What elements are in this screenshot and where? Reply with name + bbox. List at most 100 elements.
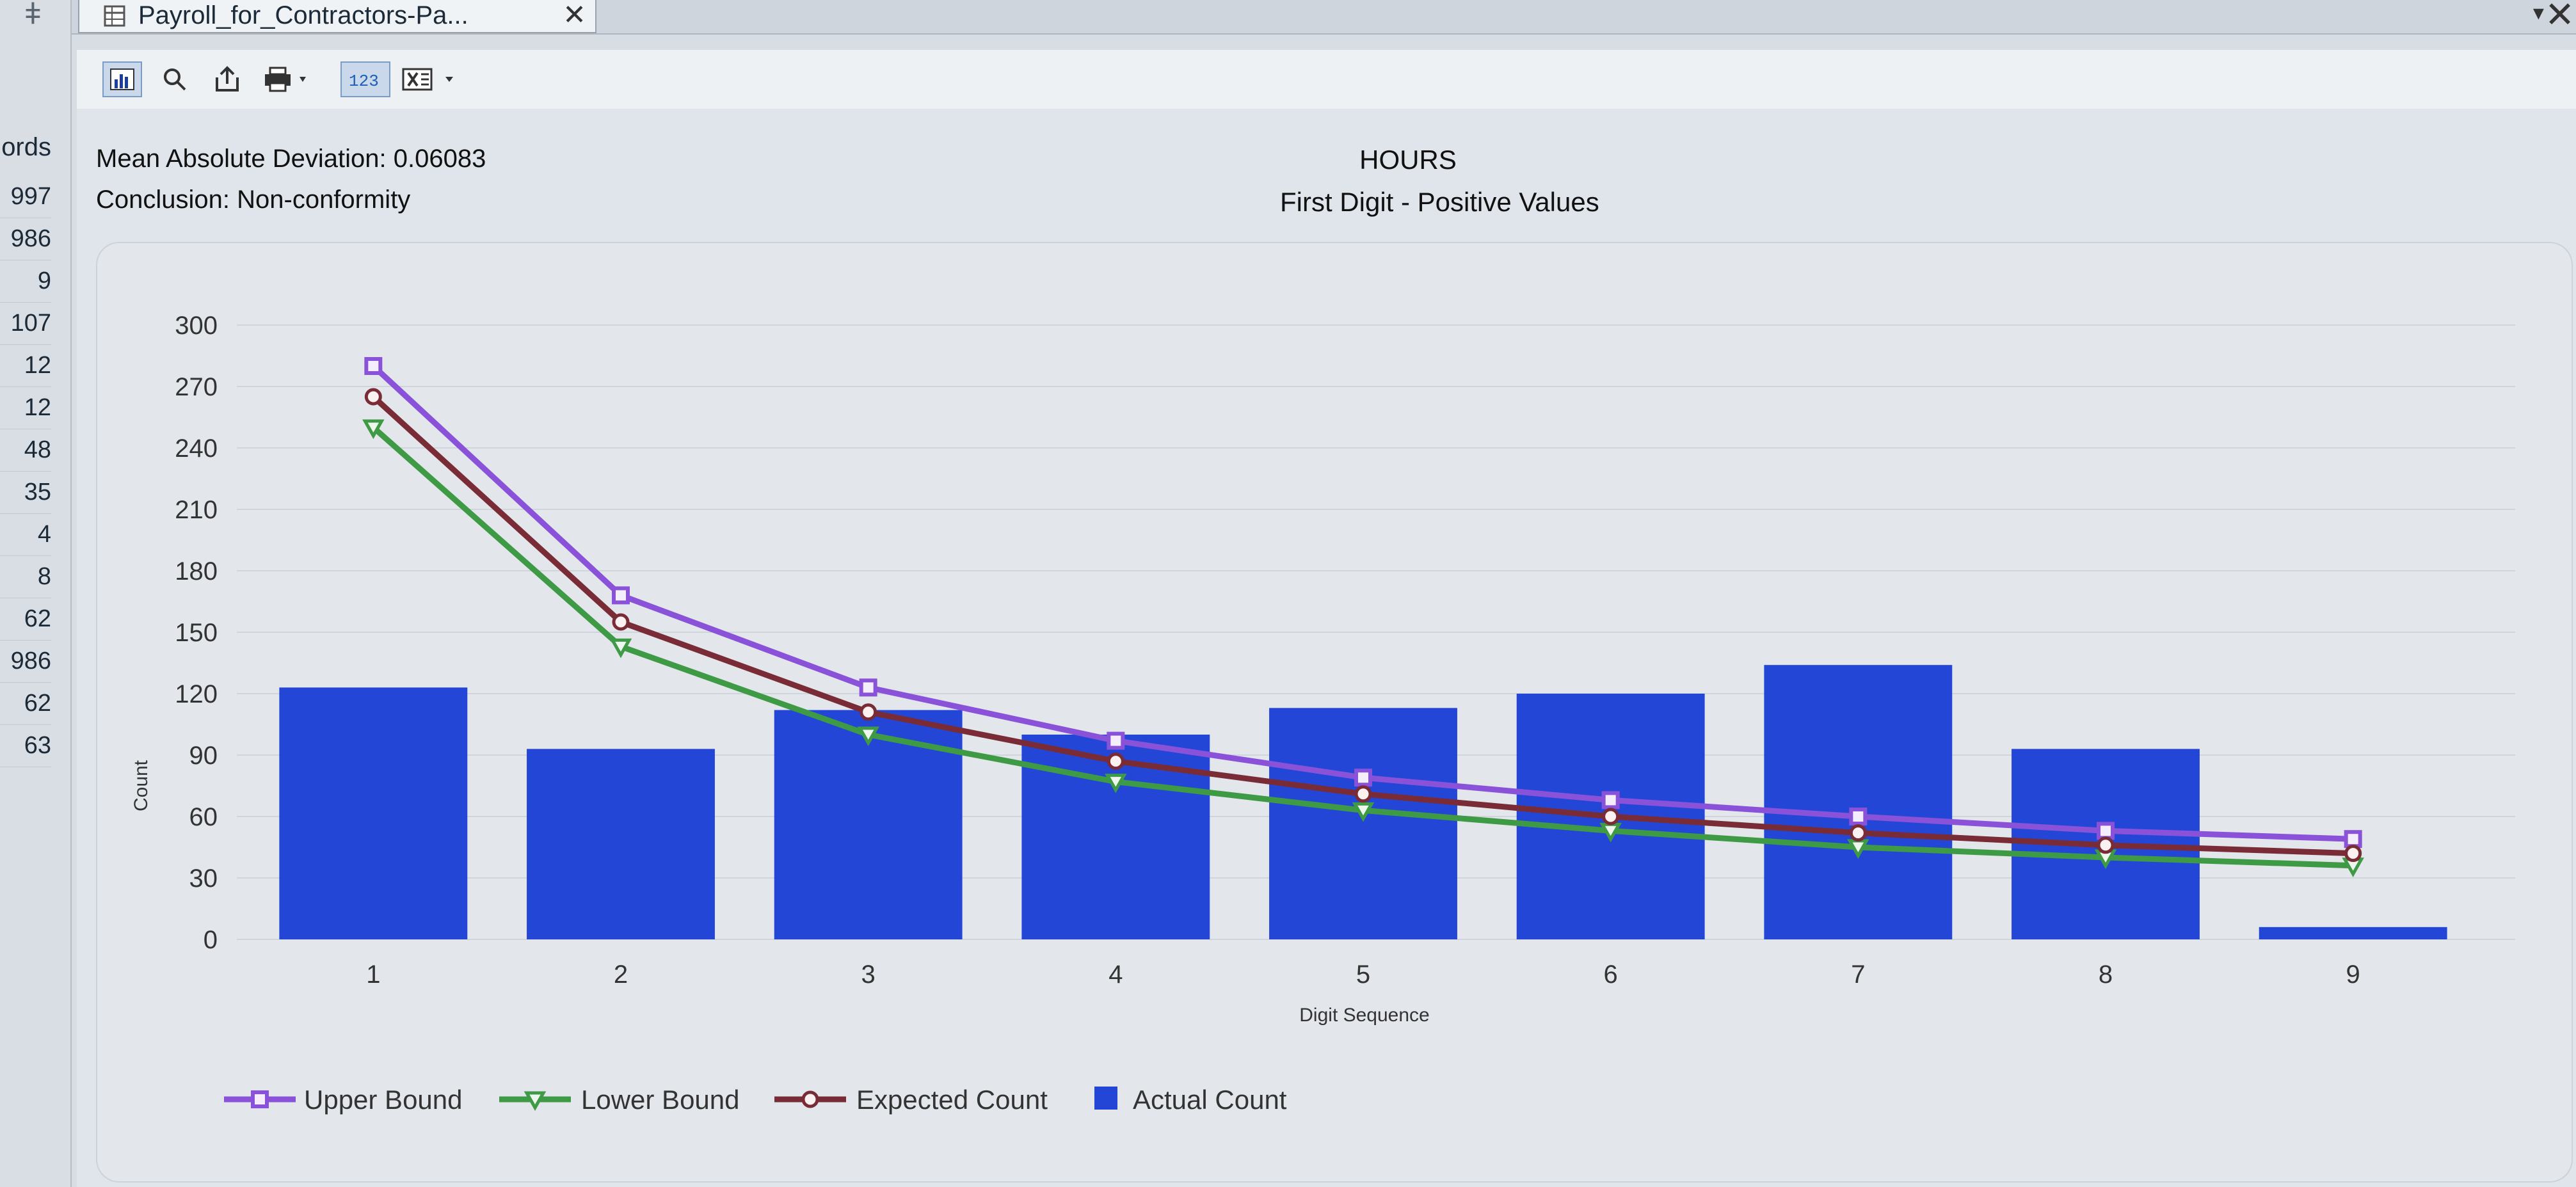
point-upper-bound bbox=[2097, 822, 2115, 840]
record-cell: 62 bbox=[0, 598, 51, 641]
y-tick-label: 90 bbox=[189, 742, 218, 770]
x-tick-label: 4 bbox=[1108, 960, 1123, 989]
export-icon[interactable] bbox=[211, 61, 243, 97]
bar-actual-count bbox=[1269, 708, 1457, 939]
point-expected-count bbox=[1354, 785, 1372, 803]
x-tick-label: 2 bbox=[614, 960, 628, 989]
excel-icon[interactable] bbox=[401, 61, 465, 97]
legend-label-actual-count: Actual Count bbox=[1133, 1085, 1287, 1115]
close-tab-icon[interactable]: ✕ bbox=[563, 0, 586, 31]
bar-chart-icon[interactable] bbox=[102, 61, 142, 97]
y-tick-label: 180 bbox=[175, 557, 218, 586]
legend-marker-expected-count bbox=[801, 1090, 819, 1108]
pin-icon[interactable]: ǂ bbox=[24, 0, 42, 30]
y-tick-label: 270 bbox=[175, 373, 218, 401]
legend-marker-upper-bound bbox=[251, 1090, 269, 1108]
point-upper-bound bbox=[1354, 769, 1372, 787]
record-cell: 986 bbox=[0, 640, 51, 683]
chart-title: HOURS bbox=[1359, 145, 1457, 175]
x-tick-label: 1 bbox=[366, 960, 380, 989]
chart-subtitle: First Digit - Positive Values bbox=[1280, 187, 1599, 217]
toolbar: 123 bbox=[77, 50, 2576, 109]
point-upper-bound bbox=[612, 586, 630, 605]
record-cell: 107 bbox=[0, 302, 51, 345]
x-tick-label: 7 bbox=[1851, 960, 1865, 989]
x-tick-label: 9 bbox=[2346, 960, 2360, 989]
search-icon[interactable] bbox=[159, 61, 191, 97]
y-tick-label: 0 bbox=[204, 926, 218, 954]
legend-label-lower-bound: Lower Bound bbox=[581, 1085, 740, 1115]
record-cell: 12 bbox=[0, 344, 51, 387]
point-upper-bound bbox=[1849, 808, 1868, 825]
bar-actual-count bbox=[527, 749, 715, 939]
y-tick-label: 300 bbox=[175, 312, 218, 340]
legend-marker-lower-bound bbox=[524, 1091, 547, 1111]
print-icon[interactable] bbox=[262, 61, 314, 97]
record-cell: 63 bbox=[0, 724, 51, 767]
point-lower-bound bbox=[609, 638, 632, 658]
point-lower-bound bbox=[1352, 802, 1375, 822]
point-upper-bound bbox=[859, 678, 877, 697]
legend-swatch-actual-count bbox=[1094, 1087, 1117, 1110]
point-upper-bound bbox=[1601, 791, 1620, 809]
y-tick-label: 30 bbox=[189, 864, 218, 893]
x-tick-label: 3 bbox=[861, 960, 876, 989]
chevron-down-icon[interactable]: ▾ bbox=[2532, 1, 2544, 25]
chart-canvas: 0 30 60 90 120 150 180 210 240 270 300 1 2 3 4 5 6 7 8 9 C… bbox=[131, 312, 2515, 1115]
document-tab[interactable]: Payroll_for_Contractors-Pa... ✕ bbox=[78, 0, 596, 33]
close-window-icon[interactable]: ✕ bbox=[2545, 0, 2575, 35]
y-tick-label: 150 bbox=[175, 619, 218, 647]
point-expected-count bbox=[1602, 808, 1620, 825]
point-expected-count bbox=[364, 388, 382, 406]
point-upper-bound bbox=[1107, 731, 1125, 750]
x-tick-label: 6 bbox=[1604, 960, 1618, 989]
point-upper-bound bbox=[364, 357, 383, 375]
record-cell: 4 bbox=[0, 513, 51, 556]
chart-view: Mean Absolute Deviation: 0.06083 Conclus… bbox=[77, 109, 2576, 1187]
point-lower-bound bbox=[1105, 774, 1127, 793]
left-data-strip: ǂ ords 997 986 9 107 12 12 48 35 4 8 62 … bbox=[0, 0, 72, 1187]
column-header-records: ords bbox=[1, 133, 51, 161]
bar-actual-count bbox=[1764, 665, 1953, 939]
number-format-icon[interactable]: 123 bbox=[340, 61, 390, 97]
record-cell: 986 bbox=[0, 218, 51, 260]
legend-label-expected-count: Expected Count bbox=[856, 1085, 1048, 1115]
x-tick-label: 5 bbox=[1356, 960, 1370, 989]
y-tick-label: 60 bbox=[189, 803, 218, 831]
conclusion-label: Conclusion: Non-conformity bbox=[96, 186, 411, 214]
point-expected-count bbox=[612, 613, 630, 631]
record-cell: 8 bbox=[0, 555, 51, 598]
line-series bbox=[362, 357, 2364, 877]
point-expected-count bbox=[2097, 836, 2115, 854]
tab-bar: Payroll_for_Contractors-Pa... ✕ ▾ ✕ bbox=[72, 0, 2576, 35]
record-cell: 12 bbox=[0, 386, 51, 429]
point-upper-bound bbox=[2344, 830, 2362, 848]
y-tick-label: 210 bbox=[175, 496, 218, 524]
y-axis-title: Count bbox=[131, 760, 152, 811]
chart-panel: 0 30 60 90 120 150 180 210 240 270 300 1 2 3 4 5 6 7 8 9 C… bbox=[96, 242, 2573, 1183]
point-lower-bound bbox=[857, 726, 879, 747]
mad-statistic: Mean Absolute Deviation: 0.06083 bbox=[96, 145, 486, 173]
record-cell: 9 bbox=[0, 260, 51, 303]
x-axis-ticks: 1 2 3 4 5 6 7 8 9 bbox=[366, 960, 2360, 989]
x-tick-label: 8 bbox=[2099, 960, 2113, 989]
point-expected-count bbox=[860, 703, 877, 721]
y-axis-ticks: 0 30 60 90 120 150 180 210 240 270 300 bbox=[175, 312, 218, 954]
record-cell: 62 bbox=[0, 682, 51, 725]
svg-text:123: 123 bbox=[349, 72, 379, 91]
tab-title: Payroll_for_Contractors-Pa... bbox=[138, 1, 468, 29]
point-lower-bound bbox=[362, 419, 385, 440]
point-expected-count bbox=[2344, 845, 2362, 863]
legend-label-upper-bound: Upper Bound bbox=[304, 1085, 463, 1115]
y-tick-label: 120 bbox=[175, 680, 218, 708]
bar-actual-count bbox=[2259, 927, 2447, 939]
x-axis-title: Digit Sequence bbox=[1299, 1005, 1429, 1026]
point-expected-count bbox=[1107, 753, 1124, 770]
y-tick-label: 240 bbox=[175, 434, 218, 463]
bar-actual-count bbox=[279, 687, 468, 939]
legend: Upper Bound Lower Bound Expected Count Actu… bbox=[224, 1085, 1287, 1115]
point-expected-count bbox=[1849, 824, 1867, 842]
table-icon bbox=[104, 5, 125, 27]
record-cell: 35 bbox=[0, 471, 51, 514]
record-cell: 997 bbox=[0, 175, 51, 218]
